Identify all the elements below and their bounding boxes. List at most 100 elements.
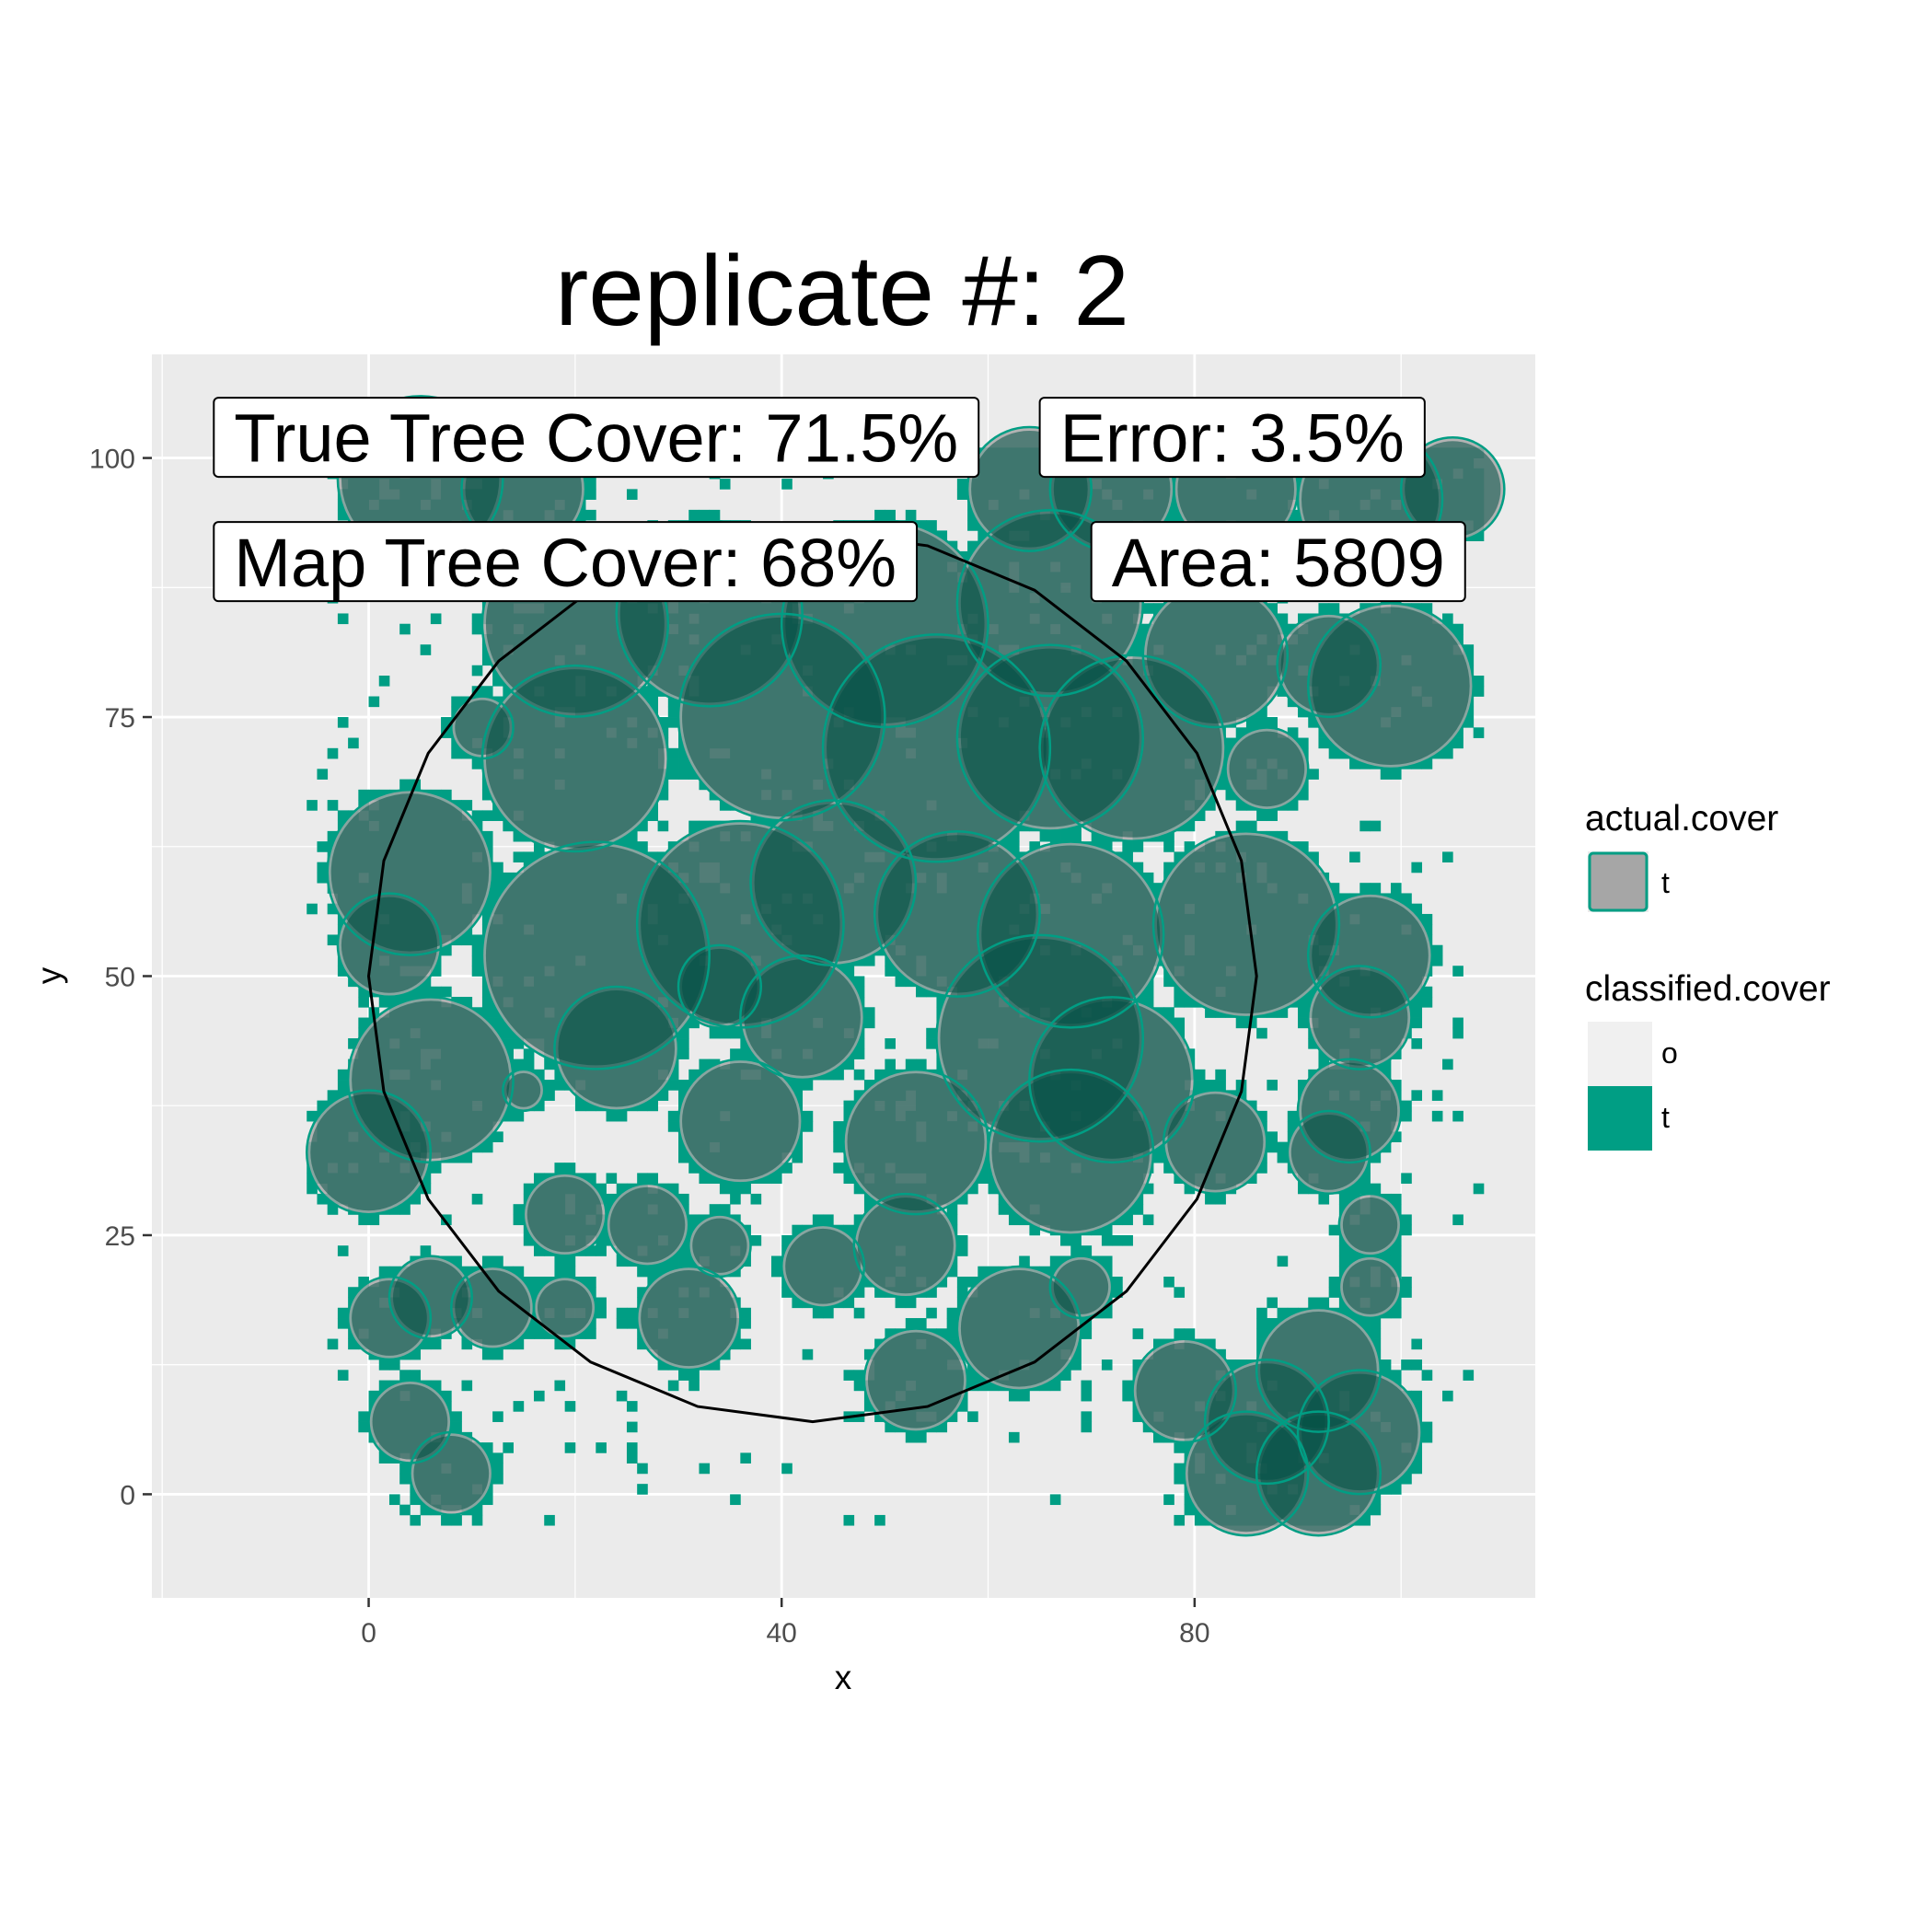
classified-tree-pixel bbox=[481, 654, 493, 666]
classified-tree-pixel bbox=[626, 1401, 638, 1412]
classified-tree-pixel bbox=[770, 1255, 782, 1267]
classified-tree-pixel bbox=[823, 1307, 834, 1319]
classified-tree-pixel bbox=[441, 1514, 452, 1526]
classified-tree-pixel bbox=[730, 1494, 741, 1506]
classified-tree-pixel bbox=[358, 986, 369, 998]
classified-tree-pixel bbox=[637, 1287, 648, 1298]
classified-tree-pixel bbox=[585, 489, 596, 500]
classified-tree-pixel bbox=[337, 810, 349, 821]
classified-tree-pixel bbox=[905, 1059, 917, 1070]
classified-tree-pixel bbox=[420, 1183, 432, 1195]
classified-tree-pixel bbox=[699, 509, 711, 521]
classified-tree-pixel bbox=[337, 1307, 349, 1319]
classified-tree-pixel bbox=[430, 613, 442, 625]
classified-tree-pixel bbox=[1070, 1359, 1082, 1371]
classified-tree-pixel bbox=[956, 1276, 968, 1288]
classified-tree-pixel bbox=[1049, 1380, 1061, 1392]
classified-tree-pixel bbox=[534, 1173, 545, 1185]
classified-tree-pixel bbox=[637, 1484, 648, 1495]
classified-tree-pixel bbox=[740, 1318, 751, 1329]
classified-tree-pixel bbox=[534, 1276, 545, 1288]
classified-tree-pixel bbox=[926, 1287, 937, 1298]
classified-tree-pixel bbox=[678, 1048, 689, 1059]
classified-tree-pixel bbox=[1039, 830, 1051, 842]
classified-tree-pixel bbox=[368, 1390, 380, 1402]
classified-tree-pixel bbox=[853, 976, 865, 988]
classified-tree-pixel bbox=[554, 1255, 566, 1267]
classified-tree-pixel bbox=[1049, 830, 1061, 842]
classified-tree-pixel bbox=[626, 1452, 638, 1463]
classified-tree-pixel bbox=[709, 1204, 721, 1215]
classified-tree-pixel bbox=[399, 1463, 411, 1475]
classified-tree-pixel bbox=[358, 1017, 369, 1029]
classified-tree-pixel bbox=[719, 1027, 731, 1039]
classified-tree-pixel bbox=[730, 1193, 741, 1205]
classified-tree-pixel bbox=[678, 1245, 689, 1256]
classified-tree-pixel bbox=[481, 903, 493, 915]
classified-tree-pixel bbox=[936, 1328, 948, 1339]
classified-tree-pixel bbox=[688, 820, 700, 832]
classified-tree-pixel bbox=[492, 1452, 503, 1463]
classified-tree-pixel bbox=[534, 1390, 545, 1402]
classified-tree-pixel bbox=[802, 1110, 814, 1122]
classified-tree-pixel bbox=[626, 489, 638, 500]
classified-tree-pixel bbox=[740, 1183, 751, 1195]
classified-tree-pixel bbox=[471, 1193, 483, 1205]
classified-tree-pixel bbox=[451, 1421, 462, 1433]
classified-tree-pixel bbox=[337, 1318, 349, 1329]
classified-tree-pixel bbox=[461, 934, 473, 946]
classified-tree-pixel bbox=[967, 520, 978, 531]
classified-tree-pixel bbox=[420, 644, 432, 655]
classified-tree-pixel bbox=[853, 1048, 865, 1059]
classified-tree-pixel bbox=[657, 820, 669, 832]
classified-tree-pixel bbox=[451, 1411, 462, 1422]
classified-tree-pixel bbox=[699, 820, 711, 832]
classified-tree-pixel bbox=[626, 1307, 638, 1319]
classified-tree-pixel bbox=[978, 1380, 989, 1392]
classified-tree-pixel bbox=[905, 1431, 917, 1443]
classified-tree-pixel bbox=[420, 1504, 432, 1516]
classified-tree-pixel bbox=[420, 986, 432, 998]
classified-tree-pixel bbox=[492, 872, 503, 884]
classified-tree-pixel bbox=[544, 1514, 555, 1526]
classified-tree-pixel bbox=[926, 1027, 937, 1039]
classified-tree-pixel bbox=[781, 1234, 792, 1246]
classified-tree-pixel bbox=[481, 1442, 493, 1453]
classified-tree-pixel bbox=[688, 1214, 700, 1226]
classified-tree-pixel bbox=[647, 1173, 659, 1185]
classified-tree-pixel bbox=[585, 1173, 596, 1185]
classified-tree-pixel bbox=[574, 1100, 586, 1112]
classified-tree-pixel bbox=[802, 1348, 814, 1360]
classified-tree-pixel bbox=[388, 1359, 400, 1371]
classified-tree-pixel bbox=[905, 1297, 917, 1309]
classified-tree-pixel bbox=[461, 1380, 473, 1392]
classified-tree-pixel bbox=[916, 1059, 927, 1070]
classified-tree-pixel bbox=[441, 1390, 452, 1402]
classified-tree-pixel bbox=[441, 986, 452, 998]
classified-tree-pixel bbox=[317, 872, 329, 884]
classified-tree-pixel bbox=[534, 1100, 545, 1112]
classified-tree-pixel bbox=[853, 1069, 865, 1081]
classified-tree-pixel bbox=[471, 1504, 483, 1516]
classified-tree-pixel bbox=[885, 1038, 896, 1049]
classified-tree-pixel bbox=[956, 1193, 968, 1205]
classified-tree-pixel bbox=[853, 1183, 865, 1195]
classified-tree-pixel bbox=[564, 1255, 576, 1267]
classified-tree-pixel bbox=[358, 1421, 369, 1433]
classified-tree-pixel bbox=[606, 1173, 618, 1185]
classified-tree-pixel bbox=[492, 1131, 503, 1142]
classified-tree-pixel bbox=[1081, 1421, 1093, 1433]
classified-tree-pixel bbox=[709, 1027, 721, 1039]
classified-tree-pixel bbox=[616, 1110, 628, 1122]
classified-tree-pixel bbox=[667, 1183, 679, 1195]
classified-tree-pixel bbox=[1060, 1370, 1071, 1381]
classified-tree-pixel bbox=[863, 1017, 875, 1029]
classified-tree-pixel bbox=[885, 1421, 896, 1433]
classified-tree-pixel bbox=[1008, 841, 1020, 852]
classified-tree-pixel bbox=[1008, 1431, 1020, 1443]
classified-tree-pixel bbox=[564, 1401, 576, 1412]
classified-tree-pixel bbox=[327, 903, 339, 915]
classified-tree-pixel bbox=[492, 1411, 503, 1422]
classified-tree-pixel bbox=[626, 1442, 638, 1453]
classified-tree-pixel bbox=[492, 1463, 503, 1475]
